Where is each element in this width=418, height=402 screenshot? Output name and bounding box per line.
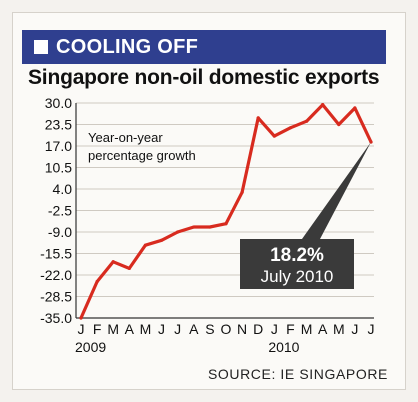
callout-value: 18.2% — [270, 245, 324, 266]
x-tick-label: J — [351, 321, 358, 337]
x-tick-label: F — [286, 321, 295, 337]
y-tick-label: -9.0 — [48, 224, 72, 240]
data-point — [111, 260, 115, 264]
annotation-line: percentage growth — [88, 148, 196, 163]
y-tick-label: 4.0 — [53, 181, 73, 197]
x-tick-label: J — [158, 321, 165, 337]
data-point — [224, 222, 228, 226]
data-point — [143, 243, 148, 247]
callout-pointer — [302, 142, 371, 239]
data-point — [256, 116, 260, 120]
x-tick-label: J — [174, 321, 181, 337]
data-point — [95, 280, 99, 284]
data-point — [79, 316, 83, 320]
data-point — [127, 266, 131, 270]
x-tick-label: F — [93, 321, 102, 337]
x-tick-label: O — [221, 321, 232, 337]
y-tick-label: -22.0 — [40, 267, 72, 283]
x-tick-label: A — [189, 321, 199, 337]
y-tick-label: 10.5 — [45, 160, 72, 176]
data-point — [288, 126, 293, 130]
x-tick-label: N — [237, 321, 247, 337]
y-tick-label: 23.5 — [45, 117, 72, 133]
y-tick-label: -15.5 — [40, 246, 72, 262]
y-tick-label: -2.5 — [48, 203, 72, 219]
annotation-line: Year-on-year — [88, 130, 163, 145]
x-tick-label: M — [107, 321, 119, 337]
data-point — [337, 122, 341, 127]
x-tick-label: M — [333, 321, 345, 337]
data-point — [176, 230, 180, 234]
year-label: 2009 — [75, 339, 106, 355]
x-tick-label: A — [125, 321, 135, 337]
data-point — [159, 238, 164, 242]
square-icon — [34, 40, 48, 54]
x-tick-label: M — [301, 321, 313, 337]
header-bar: COOLING OFF — [22, 30, 386, 64]
y-tick-label: -28.5 — [40, 289, 72, 305]
source-label: SOURCE: IE SINGAPORE — [207, 366, 388, 382]
callout-date: July 2010 — [261, 267, 334, 286]
x-tick-label: M — [140, 321, 152, 337]
x-tick-label: A — [318, 321, 328, 337]
x-tick-label: S — [205, 321, 214, 337]
callout-box — [240, 239, 354, 289]
y-tick-label: 17.0 — [45, 138, 72, 154]
data-point — [272, 134, 276, 138]
x-tick-label: D — [253, 321, 263, 337]
x-tick-label: J — [78, 321, 85, 337]
data-point — [208, 225, 212, 229]
chart-title: Singapore non-oil domestic exports — [28, 66, 380, 89]
data-point — [240, 190, 244, 194]
year-label: 2010 — [268, 339, 299, 355]
chart-frame — [12, 12, 406, 390]
data-point — [304, 119, 309, 123]
header-label: COOLING OFF — [56, 35, 199, 58]
y-tick-label: -35.0 — [40, 310, 72, 326]
data-point — [192, 225, 196, 229]
data-point — [353, 106, 357, 110]
y-tick-label: 30.0 — [45, 95, 72, 111]
x-tick-label: J — [271, 321, 278, 337]
data-point — [321, 103, 325, 107]
x-tick-label: J — [368, 321, 375, 337]
